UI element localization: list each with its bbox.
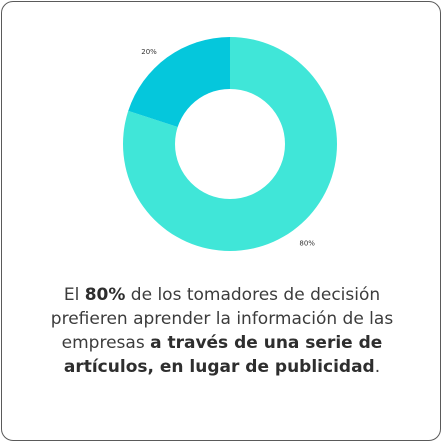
caption-part-2: de los tomadores de decisión prefieren a…: [50, 285, 394, 353]
caption-part-3: .: [374, 357, 381, 377]
donut-hole: [175, 89, 285, 199]
caption-highlight-percent: 80%: [84, 285, 126, 305]
slice-label-1: 80%: [299, 239, 315, 247]
slice-label-2: 20%: [141, 48, 157, 56]
caption-highlight-phrase: a través de una serie de artículos, en l…: [63, 333, 383, 377]
caption-text: El 80% de los tomadores de decisión pref…: [30, 283, 414, 379]
caption-part-1: El: [63, 285, 85, 305]
slice-labels: 80% 20%: [141, 48, 315, 247]
donut-chart: 80% 20%: [123, 37, 338, 252]
